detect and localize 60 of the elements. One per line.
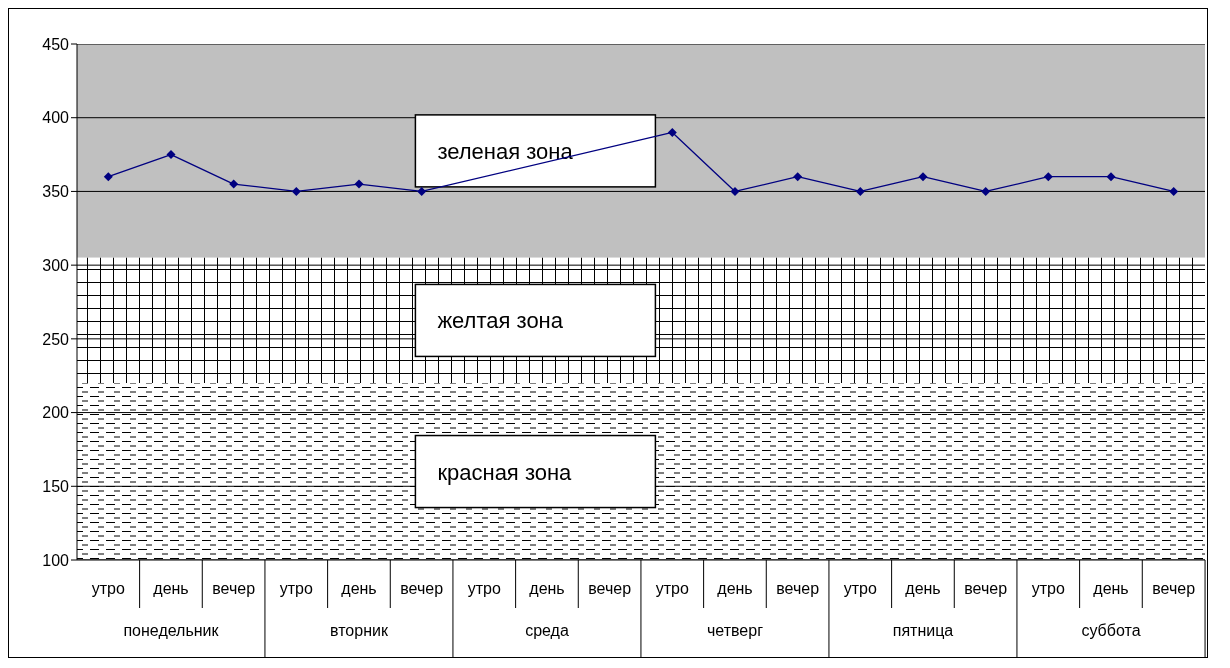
x-tick-label: день	[1093, 580, 1129, 597]
x-tick-label: вечер	[1152, 580, 1196, 597]
x-tick-label: день	[717, 580, 753, 597]
point	[1043, 172, 1053, 182]
x-tick-label: утро	[655, 580, 689, 597]
point	[730, 186, 740, 196]
category-divider: вечер	[389, 559, 444, 609]
x-tick-label: день	[153, 580, 189, 597]
x-tick-label: день	[529, 580, 565, 597]
category-divider: утро	[264, 559, 313, 657]
x-tick-label: вечер	[400, 580, 444, 597]
category-divider: вечер	[953, 559, 1008, 609]
point	[166, 150, 176, 160]
y-tick-label: 450	[42, 35, 70, 53]
category-divider: утро	[640, 559, 689, 657]
category-divider: утро	[1016, 559, 1065, 657]
category-divider: вечер	[765, 559, 820, 609]
x-tick-label: вечер	[212, 580, 256, 597]
category-divider: день пятница	[891, 559, 954, 639]
point	[229, 179, 239, 189]
point	[981, 186, 991, 196]
point	[918, 172, 928, 182]
point	[291, 186, 301, 196]
y-tick-label: 300	[42, 256, 70, 274]
x-tick-label: день	[905, 580, 941, 597]
y-tick-label: 250	[42, 330, 70, 348]
point	[1169, 186, 1179, 196]
band-label: красная зона	[437, 459, 573, 485]
x-tick-label: утро	[279, 580, 313, 597]
y-tick-label: 350	[42, 183, 70, 201]
y-tick-label: 150	[42, 477, 70, 495]
x-tick-label: вечер	[588, 580, 632, 597]
x-tick-label: вечер	[964, 580, 1008, 597]
point	[793, 172, 803, 182]
category-divider: день вторник	[327, 559, 388, 639]
point	[354, 179, 364, 189]
band-label: зеленая зона	[437, 138, 574, 164]
category-divider: утро	[828, 559, 877, 657]
y-tick-label: 400	[42, 109, 70, 127]
point	[417, 186, 427, 196]
category-divider: день четверг	[703, 559, 763, 639]
category-divider: день суббота	[1079, 559, 1141, 639]
category-divider: вечер	[201, 559, 256, 609]
category-divider: вечер	[1141, 559, 1206, 657]
category-divider: утро	[91, 580, 125, 597]
x-tick-label: утро	[467, 580, 501, 597]
y-tick-label: 100	[42, 551, 70, 569]
band-label: желтая зона	[437, 308, 564, 334]
point	[1106, 172, 1116, 182]
point	[855, 186, 865, 196]
category-divider: вечер	[577, 559, 632, 609]
x-tick-label: день	[341, 580, 377, 597]
category-divider: день среда	[515, 559, 569, 639]
x-tick-label: вечер	[776, 580, 820, 597]
point	[103, 172, 113, 182]
x-tick-label: утро	[1031, 580, 1065, 597]
point	[667, 127, 677, 137]
category-divider: утро	[452, 559, 501, 657]
x-tick-label: утро	[843, 580, 877, 597]
y-tick-label: 200	[42, 404, 70, 422]
